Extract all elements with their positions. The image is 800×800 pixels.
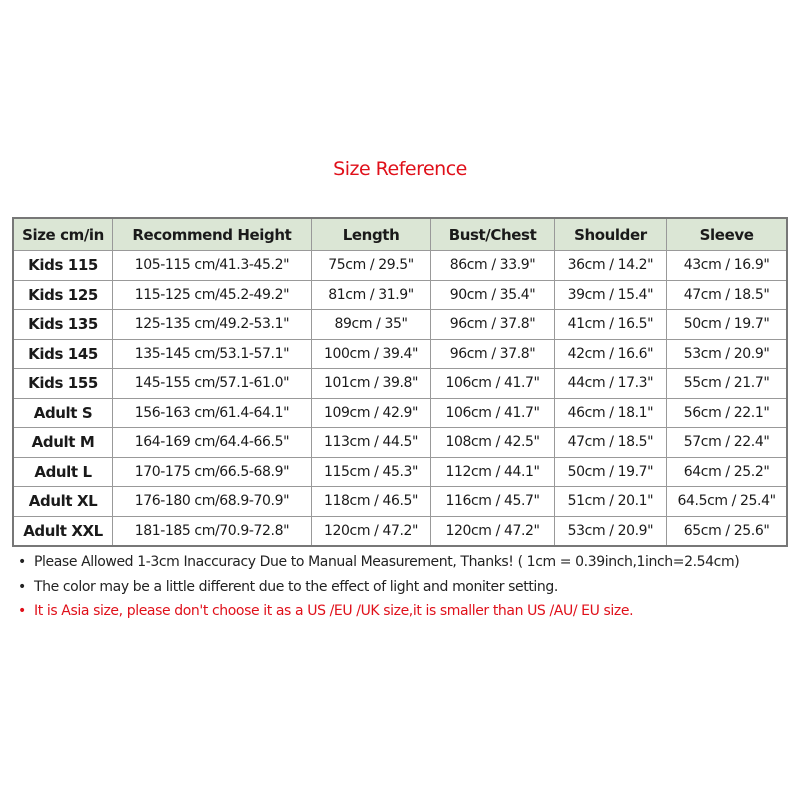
size-label: Kids 115 xyxy=(12,250,114,281)
table-cell: 41cm / 16.5" xyxy=(553,309,668,340)
table-row: Adult S 156-163 cm/61.4-64.1" 109cm / 42.9… xyxy=(12,397,788,428)
table-cell: 65cm / 25.6" xyxy=(666,515,788,547)
size-label: Kids 135 xyxy=(12,309,114,340)
table-cell: 96cm / 37.8" xyxy=(430,309,555,340)
table-cell: 56cm / 22.1" xyxy=(666,397,788,428)
table-cell: 39cm / 15.4" xyxy=(553,279,668,310)
table-cell: 108cm / 42.5" xyxy=(430,427,555,458)
table-cell: 53cm / 20.9" xyxy=(553,515,668,547)
table-cell: 170-175 cm/66.5-68.9" xyxy=(112,456,312,487)
table-cell: 164-169 cm/64.4-66.5" xyxy=(112,427,312,458)
size-table: Size cm/in Recommend Height Length Bust/Che… xyxy=(12,217,788,547)
table-cell: 106cm / 41.7" xyxy=(430,397,555,428)
size-label: Kids 125 xyxy=(12,279,114,310)
column-header: Size cm/in xyxy=(12,217,114,251)
note-color: • The color may be a little different due… xyxy=(18,575,798,600)
table-row: Adult M 164-169 cm/64.4-66.5" 113cm / 44.5… xyxy=(12,427,788,458)
table-cell: 81cm / 31.9" xyxy=(310,279,432,310)
table-row: Adult XXL 181-185 cm/70.9-72.8" 120cm / 47… xyxy=(12,515,788,547)
table-cell: 181-185 cm/70.9-72.8" xyxy=(112,515,312,547)
table-cell: 36cm / 14.2" xyxy=(553,250,668,281)
size-label: Adult M xyxy=(12,427,114,458)
table-cell: 109cm / 42.9" xyxy=(310,397,432,428)
table-cell: 53cm / 20.9" xyxy=(666,338,788,369)
table-row: Adult XL 176-180 cm/68.9-70.9" 118cm / 46.… xyxy=(12,486,788,517)
note-asia-size-warning: • It is Asia size, please don't choose it… xyxy=(18,599,798,624)
table-cell: 42cm / 16.6" xyxy=(553,338,668,369)
table-cell: 46cm / 18.1" xyxy=(553,397,668,428)
table-cell: 116cm / 45.7" xyxy=(430,486,555,517)
size-label: Adult L xyxy=(12,456,114,487)
table-row: Kids 155 145-155 cm/57.1-61.0" 101cm / 39.… xyxy=(12,368,788,399)
table-row: Kids 145 135-145 cm/53.1-57.1" 100cm / 39.… xyxy=(12,338,788,369)
table-cell: 100cm / 39.4" xyxy=(310,338,432,369)
table-row: Kids 125 115-125 cm/45.2-49.2" 81cm / 31.9… xyxy=(12,279,788,310)
table-cell: 90cm / 35.4" xyxy=(430,279,555,310)
table-row: Kids 135 125-135 cm/49.2-53.1" 89cm / 35" 9… xyxy=(12,309,788,340)
size-label: Adult S xyxy=(12,397,114,428)
table-cell: 47cm / 18.5" xyxy=(553,427,668,458)
table-header-row: Size cm/in Recommend Height Length Bust/Che… xyxy=(12,217,788,251)
bullet-icon: • xyxy=(18,578,26,595)
table-cell: 47cm / 18.5" xyxy=(666,279,788,310)
table-cell: 135-145 cm/53.1-57.1" xyxy=(112,338,312,369)
table-row: Kids 115 105-115 cm/41.3-45.2" 75cm / 29.5… xyxy=(12,250,788,281)
table-cell: 50cm / 19.7" xyxy=(666,309,788,340)
table-cell: 55cm / 21.7" xyxy=(666,368,788,399)
table-cell: 118cm / 46.5" xyxy=(310,486,432,517)
size-label: Adult XXL xyxy=(12,515,114,547)
table-cell: 64cm / 25.2" xyxy=(666,456,788,487)
table-cell: 112cm / 44.1" xyxy=(430,456,555,487)
chart-title: Size Reference xyxy=(333,158,467,180)
size-label: Kids 145 xyxy=(12,338,114,369)
size-label: Kids 155 xyxy=(12,368,114,399)
note-text: It is Asia size, please don't choose it … xyxy=(34,603,634,619)
table-cell: 44cm / 17.3" xyxy=(553,368,668,399)
table-cell: 113cm / 44.5" xyxy=(310,427,432,458)
bullet-icon: • xyxy=(18,603,26,619)
size-label: Adult XL xyxy=(12,486,114,517)
table-cell: 176-180 cm/68.9-70.9" xyxy=(112,486,312,517)
note-text: The color may be a little different due … xyxy=(34,578,558,595)
column-header: Recommend Height xyxy=(112,217,312,251)
table-cell: 43cm / 16.9" xyxy=(666,250,788,281)
notes-list: • Please Allowed 1-3cm Inaccuracy Due to … xyxy=(18,550,798,624)
column-header: Bust/Chest xyxy=(430,217,555,251)
table-cell: 145-155 cm/57.1-61.0" xyxy=(112,368,312,399)
table-cell: 75cm / 29.5" xyxy=(310,250,432,281)
table-cell: 96cm / 37.8" xyxy=(430,338,555,369)
table-cell: 115-125 cm/45.2-49.2" xyxy=(112,279,312,310)
note-accuracy: • Please Allowed 1-3cm Inaccuracy Due to … xyxy=(18,550,798,575)
note-text: Please Allowed 1-3cm Inaccuracy Due to M… xyxy=(34,554,740,570)
column-header: Shoulder xyxy=(553,217,668,251)
table-cell: 115cm / 45.3" xyxy=(310,456,432,487)
table-row: Adult L 170-175 cm/66.5-68.9" 115cm / 45.3… xyxy=(12,456,788,487)
table-cell: 64.5cm / 25.4" xyxy=(666,486,788,517)
column-header: Sleeve xyxy=(666,217,788,251)
table-cell: 50cm / 19.7" xyxy=(553,456,668,487)
table-cell: 120cm / 47.2" xyxy=(310,515,432,547)
table-cell: 156-163 cm/61.4-64.1" xyxy=(112,397,312,428)
table-cell: 105-115 cm/41.3-45.2" xyxy=(112,250,312,281)
table-cell: 86cm / 33.9" xyxy=(430,250,555,281)
table-cell: 101cm / 39.8" xyxy=(310,368,432,399)
table-cell: 125-135 cm/49.2-53.1" xyxy=(112,309,312,340)
table-cell: 57cm / 22.4" xyxy=(666,427,788,458)
table-cell: 89cm / 35" xyxy=(310,309,432,340)
bullet-icon: • xyxy=(18,554,26,570)
column-header: Length xyxy=(310,217,432,251)
table-cell: 106cm / 41.7" xyxy=(430,368,555,399)
table-cell: 51cm / 20.1" xyxy=(553,486,668,517)
table-cell: 120cm / 47.2" xyxy=(430,515,555,547)
table-body: Kids 115 105-115 cm/41.3-45.2" 75cm / 29.5… xyxy=(12,250,788,547)
